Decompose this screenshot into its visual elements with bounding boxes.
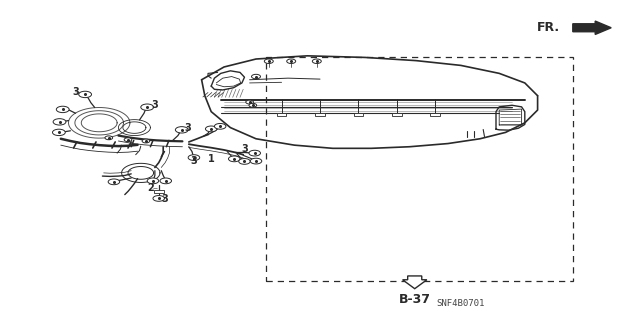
Circle shape bbox=[214, 123, 226, 129]
Text: 3: 3 bbox=[152, 100, 158, 110]
Circle shape bbox=[249, 150, 260, 156]
Bar bbox=[431, 113, 440, 116]
Circle shape bbox=[250, 158, 262, 164]
Bar bbox=[354, 113, 364, 116]
Circle shape bbox=[252, 74, 260, 79]
Circle shape bbox=[124, 138, 132, 142]
Circle shape bbox=[108, 179, 120, 185]
Circle shape bbox=[79, 91, 92, 98]
Text: SNF4B0701: SNF4B0701 bbox=[436, 299, 485, 308]
Circle shape bbox=[153, 196, 164, 201]
Text: 3: 3 bbox=[241, 144, 248, 154]
Text: 3: 3 bbox=[185, 123, 191, 133]
Circle shape bbox=[205, 126, 217, 132]
Bar bbox=[266, 57, 573, 281]
Circle shape bbox=[264, 59, 273, 63]
Circle shape bbox=[175, 127, 188, 133]
Circle shape bbox=[105, 136, 113, 140]
Circle shape bbox=[312, 59, 321, 63]
Circle shape bbox=[56, 106, 69, 113]
Circle shape bbox=[246, 100, 253, 104]
Circle shape bbox=[228, 156, 240, 162]
Text: B-37: B-37 bbox=[399, 293, 431, 306]
Text: FR.: FR. bbox=[537, 21, 560, 33]
Polygon shape bbox=[403, 276, 427, 289]
Bar bbox=[315, 113, 324, 116]
Circle shape bbox=[239, 159, 250, 164]
Text: 3: 3 bbox=[162, 194, 168, 204]
Circle shape bbox=[287, 59, 296, 63]
Bar bbox=[392, 113, 402, 116]
Circle shape bbox=[142, 139, 150, 143]
Circle shape bbox=[249, 103, 257, 107]
Circle shape bbox=[188, 155, 200, 160]
Text: 3: 3 bbox=[191, 156, 197, 167]
Circle shape bbox=[160, 178, 172, 184]
Text: 1: 1 bbox=[208, 154, 214, 165]
Circle shape bbox=[53, 119, 66, 125]
Text: 2: 2 bbox=[148, 182, 154, 193]
Bar bbox=[277, 113, 287, 116]
Circle shape bbox=[147, 178, 159, 184]
Bar bbox=[154, 190, 164, 193]
Circle shape bbox=[141, 104, 154, 110]
Circle shape bbox=[52, 129, 65, 136]
Text: 3: 3 bbox=[72, 87, 79, 97]
FancyArrow shape bbox=[573, 21, 611, 34]
